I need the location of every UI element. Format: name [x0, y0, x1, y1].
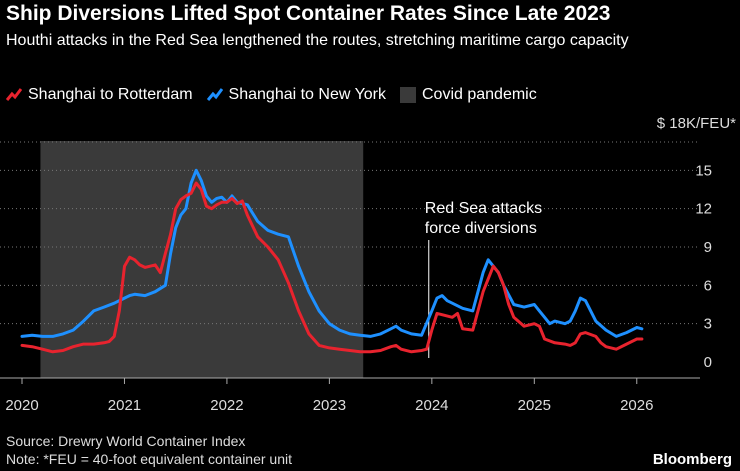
legend-item-covid: Covid pandemic: [400, 86, 537, 104]
x-tick-label-2020: 2020: [5, 397, 38, 414]
bloomberg-logo: Bloomberg: [652, 451, 732, 468]
chart-title: Ship Diversions Lifted Spot Container Ra…: [6, 2, 611, 25]
chart-subtitle: Houthi attacks in the Red Sea lengthened…: [6, 32, 629, 49]
y-unit-label: $ 18K/FEU*: [657, 115, 736, 132]
y-tick-label-3: 3: [704, 316, 712, 333]
x-tick-label-2022: 2022: [210, 397, 243, 414]
x-tick-label-2024: 2024: [415, 397, 448, 414]
legend-label-covid: Covid pandemic: [422, 86, 537, 103]
x-tick-label-2026: 2026: [620, 397, 653, 414]
series-line-newyork: [20, 168, 644, 338]
x-tick-label-2025: 2025: [518, 397, 551, 414]
legend-item-rotterdam: Shanghai to Rotterdam: [6, 86, 193, 104]
annotation-text-line2: force diversions: [425, 220, 537, 237]
legend-swatch-covid: [400, 87, 416, 103]
x-tick-label-2021: 2021: [108, 397, 141, 414]
legend: Shanghai to Rotterdam Shanghai to New Yo…: [6, 86, 551, 104]
annotation-text-line1: Red Sea attacks: [425, 200, 542, 217]
footer: Source: Drewry World Container Index Not…: [6, 432, 292, 468]
y-tick-label-15: 15: [695, 162, 712, 179]
series-line-rotterdam: [20, 181, 644, 354]
legend-swatch-newyork: [206, 88, 223, 101]
legend-label-rotterdam: Shanghai to Rotterdam: [28, 86, 193, 103]
y-tick-label-0: 0: [704, 354, 712, 371]
legend-swatch-rotterdam: [6, 88, 22, 101]
y-tick-label-9: 9: [704, 239, 712, 256]
y-tick-label-12: 12: [695, 201, 712, 218]
x-tick-label-2023: 2023: [313, 397, 346, 414]
legend-label-newyork: Shanghai to New York: [228, 86, 386, 103]
source-note: Source: Drewry World Container Index: [6, 433, 246, 449]
y-tick-label-6: 6: [704, 277, 712, 294]
feu-note: Note: *FEU = 40-foot equivalent containe…: [6, 451, 293, 467]
legend-item-newyork: Shanghai to New York: [206, 86, 386, 104]
